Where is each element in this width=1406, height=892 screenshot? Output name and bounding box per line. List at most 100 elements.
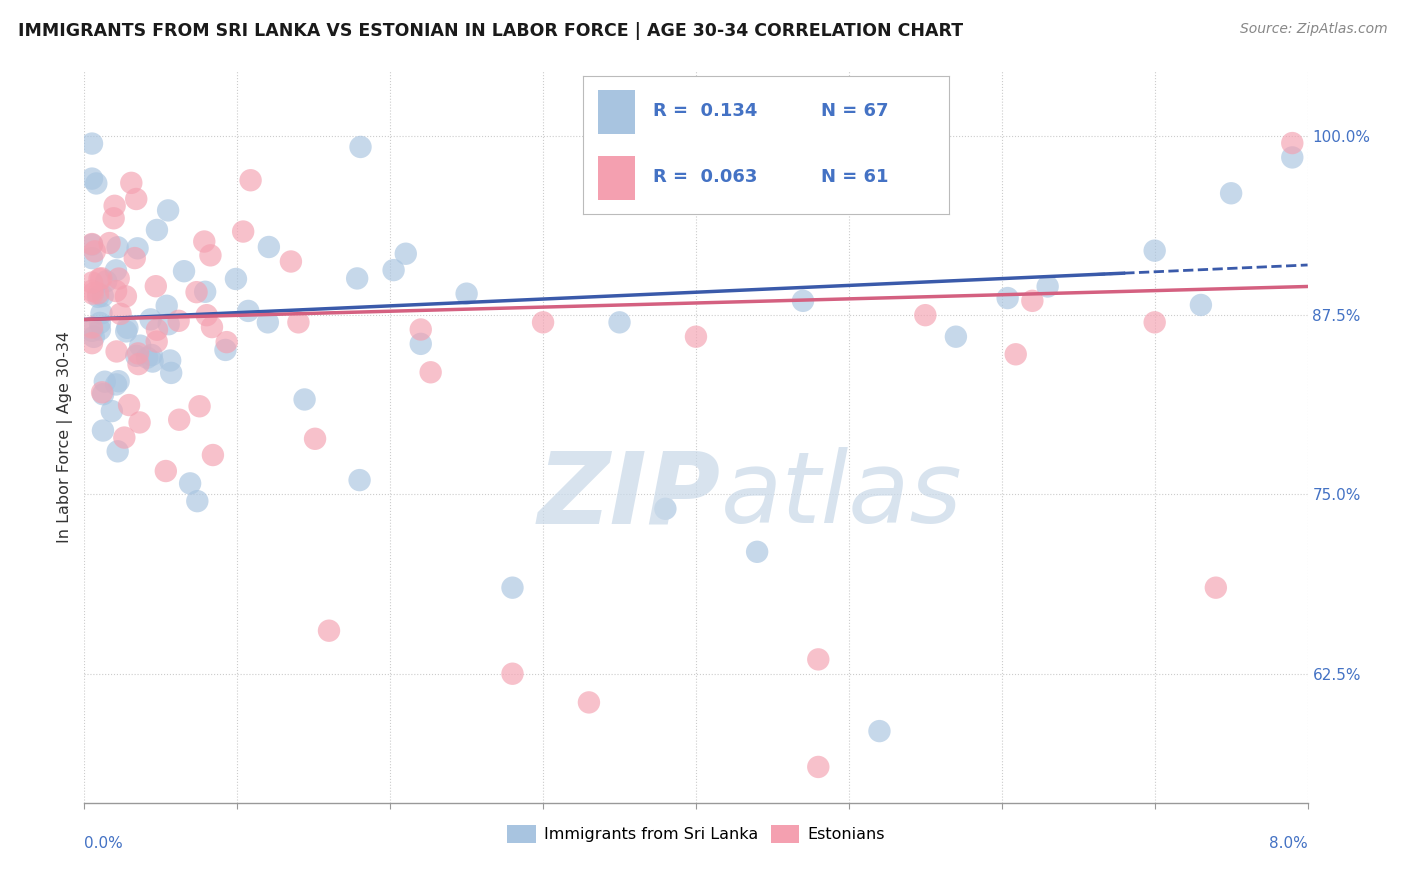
Point xyxy=(80,237,103,252)
Point xyxy=(155,464,177,478)
Point xyxy=(105,377,128,392)
Point xyxy=(127,357,149,371)
Point xyxy=(188,399,211,413)
Point xyxy=(80,284,103,298)
Point xyxy=(807,652,830,666)
Point xyxy=(346,271,368,285)
Point xyxy=(578,695,600,709)
Point xyxy=(945,329,967,343)
Point xyxy=(318,624,340,638)
Point xyxy=(91,289,114,303)
Point xyxy=(145,334,167,349)
Point xyxy=(127,346,149,360)
Point xyxy=(1004,347,1026,361)
Point xyxy=(287,315,309,329)
Point xyxy=(1189,298,1212,312)
Point xyxy=(107,444,129,458)
Point xyxy=(349,473,371,487)
Point xyxy=(349,140,371,154)
Point xyxy=(146,323,169,337)
Point xyxy=(792,293,814,308)
Point xyxy=(94,375,117,389)
Point xyxy=(127,241,149,255)
Text: ZIP: ZIP xyxy=(537,447,720,544)
Point xyxy=(1205,581,1227,595)
Point xyxy=(96,274,118,288)
Point xyxy=(409,336,432,351)
Text: Source: ZipAtlas.com: Source: ZipAtlas.com xyxy=(1240,22,1388,37)
Point xyxy=(1021,293,1043,308)
Point xyxy=(257,240,280,254)
Point xyxy=(186,285,208,300)
Point xyxy=(98,235,121,250)
Point xyxy=(195,308,218,322)
Point xyxy=(1281,136,1303,150)
Point xyxy=(232,225,254,239)
Text: N = 67: N = 67 xyxy=(821,102,889,120)
Point xyxy=(87,290,110,304)
Point xyxy=(1143,244,1166,258)
Point xyxy=(502,581,524,595)
Point xyxy=(104,199,127,213)
Point xyxy=(82,286,104,301)
Point xyxy=(1281,150,1303,164)
Point xyxy=(105,284,128,298)
Point xyxy=(91,387,114,401)
Point xyxy=(179,476,201,491)
Point xyxy=(80,251,103,265)
Point xyxy=(101,404,124,418)
Point xyxy=(409,322,432,336)
Point xyxy=(104,263,127,277)
Point xyxy=(869,724,891,739)
Point xyxy=(141,348,163,362)
Point xyxy=(80,336,103,351)
Point xyxy=(173,264,195,278)
Point xyxy=(110,307,132,321)
Point xyxy=(91,385,114,400)
Point xyxy=(125,192,148,206)
Text: N = 61: N = 61 xyxy=(821,169,889,186)
Point xyxy=(201,448,224,462)
Point xyxy=(502,666,524,681)
Point xyxy=(89,323,111,337)
Point xyxy=(91,424,114,438)
Point xyxy=(654,501,676,516)
Point xyxy=(90,306,112,320)
Text: R =  0.134: R = 0.134 xyxy=(652,102,758,120)
Point xyxy=(186,494,208,508)
Point xyxy=(136,351,159,365)
Point xyxy=(201,320,224,334)
Point xyxy=(997,291,1019,305)
Point xyxy=(194,285,217,299)
Point xyxy=(107,240,129,254)
Point xyxy=(159,353,181,368)
Point xyxy=(129,338,152,352)
Point xyxy=(115,325,138,339)
Point xyxy=(120,176,142,190)
Point xyxy=(239,173,262,187)
Point xyxy=(747,545,769,559)
Point xyxy=(193,235,215,249)
Point xyxy=(125,349,148,363)
Point xyxy=(139,312,162,326)
Point xyxy=(531,315,554,329)
Text: 8.0%: 8.0% xyxy=(1268,836,1308,851)
Point xyxy=(83,244,105,259)
Point xyxy=(105,344,128,359)
Point xyxy=(80,136,103,151)
Point xyxy=(89,272,111,286)
Point xyxy=(157,203,180,218)
Point xyxy=(90,271,112,285)
Text: atlas: atlas xyxy=(720,447,962,544)
Point xyxy=(807,760,830,774)
Point xyxy=(80,237,103,252)
Point xyxy=(89,316,111,330)
Point xyxy=(215,335,238,350)
Text: 0.0%: 0.0% xyxy=(84,836,124,851)
Point xyxy=(160,366,183,380)
Point xyxy=(83,330,105,344)
Point xyxy=(167,314,190,328)
Point xyxy=(112,431,135,445)
Point xyxy=(280,254,302,268)
Text: R =  0.063: R = 0.063 xyxy=(652,169,758,186)
